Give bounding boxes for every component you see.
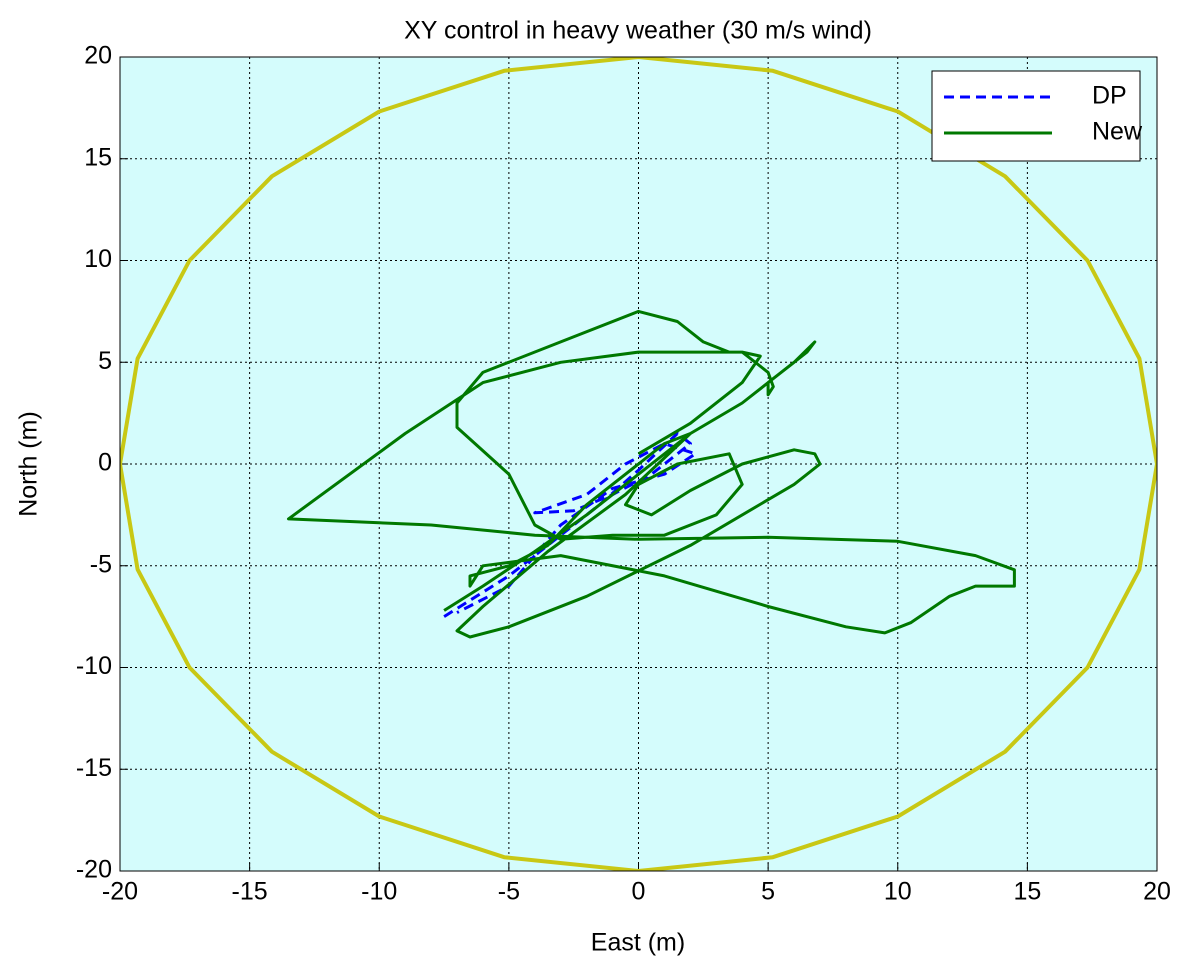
x-tick-label: 20	[1143, 878, 1171, 906]
chart-title: XY control in heavy weather (30 m/s wind…	[404, 17, 872, 45]
y-tick-label: -20	[76, 856, 112, 884]
y-tick-label: 15	[84, 143, 112, 171]
legend-label: DP	[1092, 82, 1127, 110]
x-tick-label: -20	[102, 878, 138, 906]
x-tick-label: 0	[632, 878, 646, 906]
x-tick-label: 15	[1013, 878, 1041, 906]
y-tick-label: 0	[98, 449, 112, 477]
x-axis-label: East (m)	[591, 929, 685, 957]
y-tick-label: -15	[76, 754, 112, 782]
x-tick-label: 5	[761, 878, 775, 906]
y-tick-label: -10	[76, 652, 112, 680]
x-tick-label: -5	[498, 878, 520, 906]
y-tick-label: -5	[90, 550, 112, 578]
x-tick-label: -10	[361, 878, 397, 906]
x-tick-label: 10	[884, 878, 912, 906]
y-tick-label: 20	[84, 42, 112, 70]
plot-frame	[119, 56, 1158, 872]
legend-label: New	[1092, 118, 1143, 146]
legend-box	[931, 70, 1141, 162]
x-tick-label: -15	[232, 878, 268, 906]
y-axis-label: North (m)	[15, 411, 43, 517]
y-tick-label: 5	[98, 347, 112, 375]
series-line	[287, 309, 1016, 639]
y-tick-label: 10	[84, 245, 112, 273]
boundary-circle	[120, 57, 1157, 871]
